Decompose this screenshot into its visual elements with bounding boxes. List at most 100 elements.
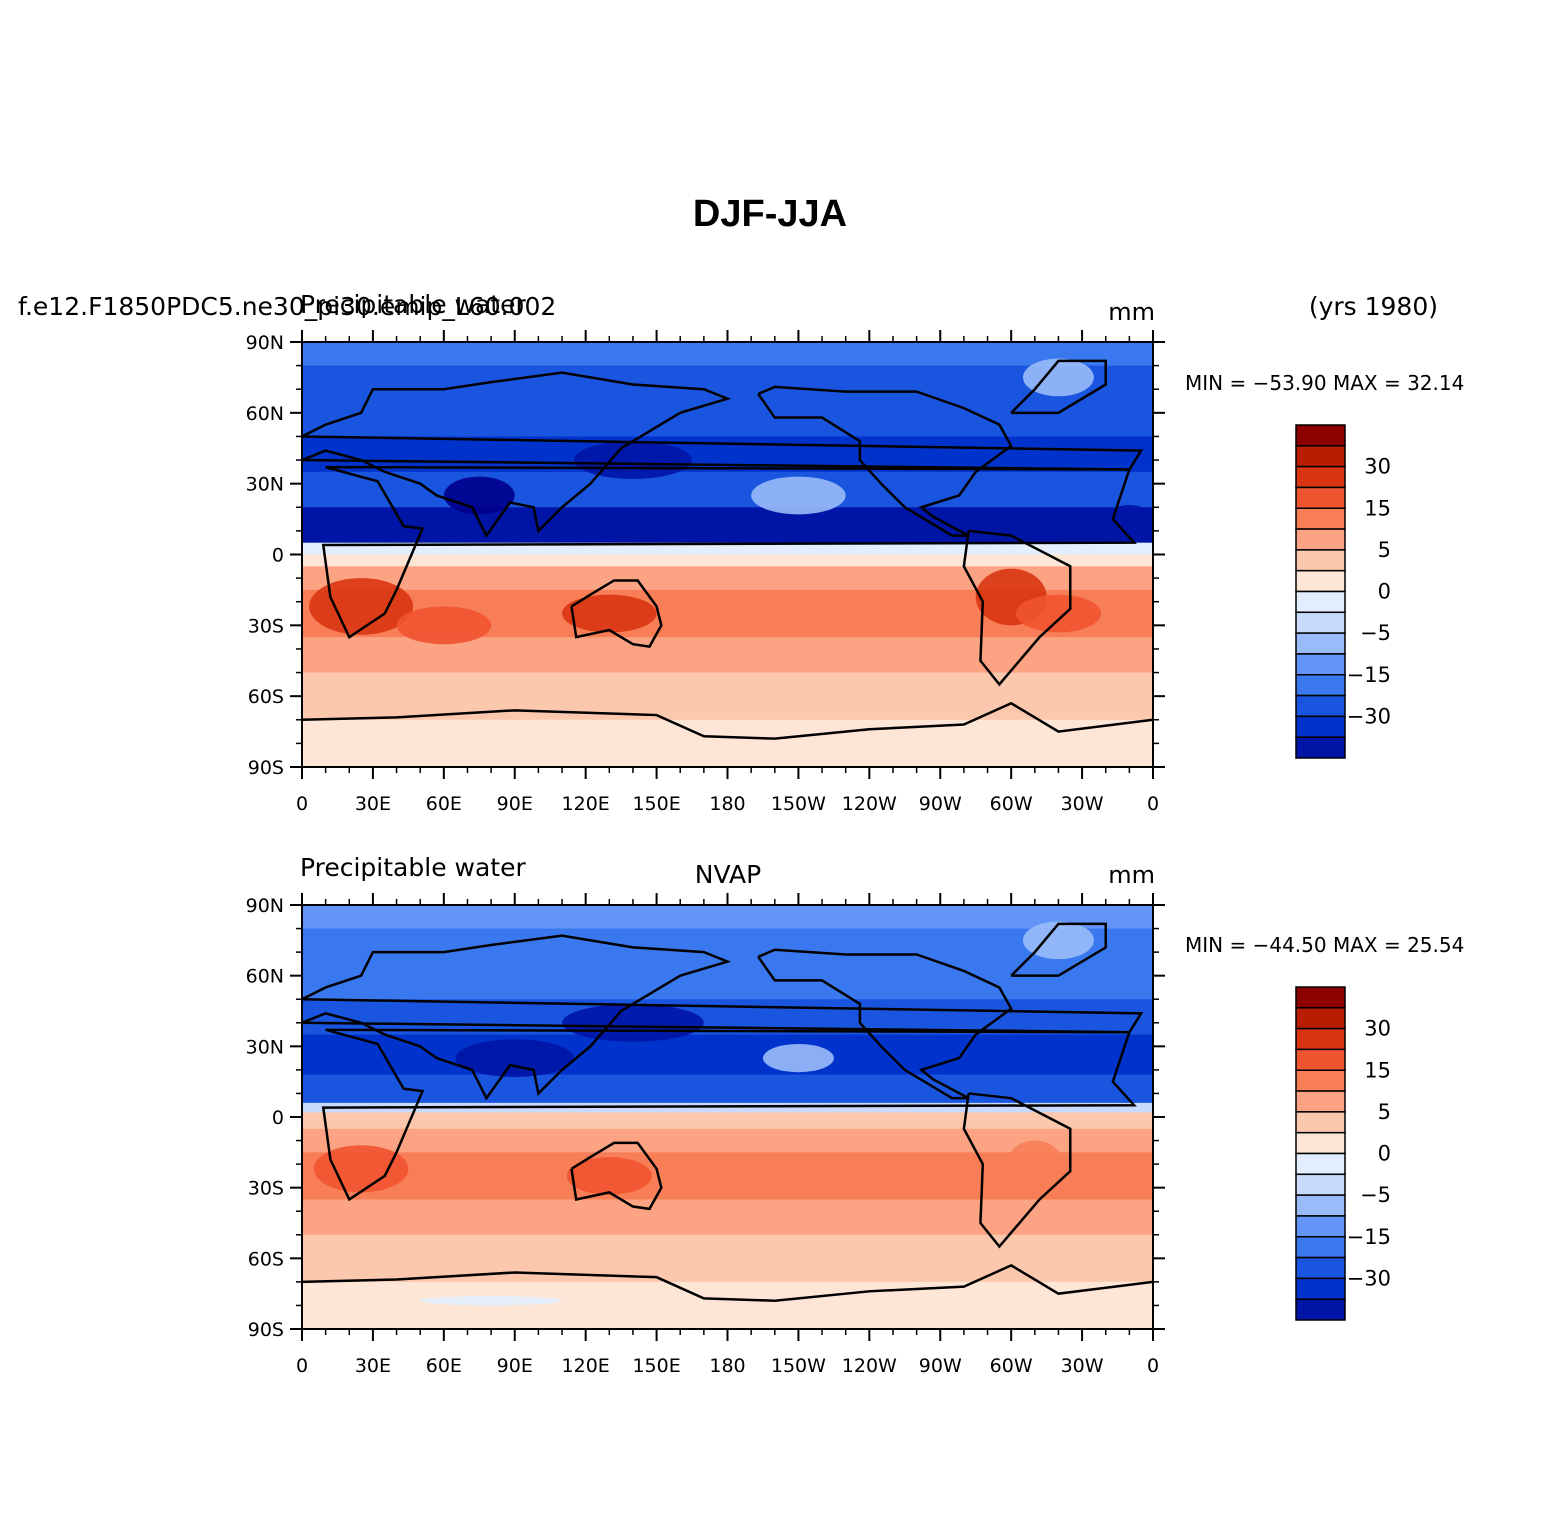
contour-band bbox=[302, 1074, 1153, 1104]
colorbar-box bbox=[1295, 590, 1346, 614]
contour-band bbox=[302, 507, 1153, 544]
lon-tick-label: 0 bbox=[296, 793, 308, 815]
lon-tick-label: 150W bbox=[771, 793, 826, 815]
colorbar-0: 30 15 5 0 −5 −15 −30 bbox=[1295, 424, 1391, 759]
colorbar-label: −30 bbox=[1347, 1266, 1391, 1290]
lon-tick-label: 150E bbox=[632, 1355, 680, 1377]
contour-band bbox=[302, 905, 1153, 930]
colorbar-label: −5 bbox=[1360, 1183, 1391, 1207]
coastline bbox=[1010, 922, 1107, 977]
colorbar-box bbox=[1295, 528, 1346, 551]
contour-band bbox=[302, 1234, 1153, 1283]
colorbar-box bbox=[1295, 1152, 1346, 1176]
contour-blob bbox=[562, 594, 657, 633]
colorbar-label: 5 bbox=[1378, 1100, 1391, 1124]
contour-band bbox=[302, 672, 1153, 721]
coastline bbox=[962, 1092, 1072, 1249]
lon-tick-label: 120W bbox=[842, 1355, 897, 1377]
colorbar-label: −15 bbox=[1347, 663, 1391, 687]
contour-blob bbox=[455, 1039, 574, 1077]
colorbar-label: −15 bbox=[1347, 1225, 1391, 1249]
lat-tick-label: 60S bbox=[248, 686, 284, 708]
contour-band bbox=[302, 365, 1153, 437]
contour-band bbox=[302, 1102, 1153, 1113]
panel-bottom-min-max: MIN = −44.50 MAX = 25.54 bbox=[1185, 933, 1464, 957]
colorbar-label: −5 bbox=[1360, 621, 1391, 645]
contour-band bbox=[302, 471, 1153, 508]
contour-band bbox=[302, 1128, 1153, 1153]
coastline bbox=[302, 701, 1153, 740]
coastline bbox=[1010, 359, 1107, 415]
contour-blob bbox=[680, 594, 870, 633]
lon-tick-label: 60E bbox=[426, 793, 462, 815]
coastline bbox=[570, 579, 663, 648]
colorbar-box bbox=[1295, 986, 1346, 1009]
colorbar-box bbox=[1295, 736, 1346, 759]
lat-tick-label: 60S bbox=[248, 1248, 284, 1270]
lon-tick-label: 120E bbox=[562, 1355, 610, 1377]
lon-tick-label: 60E bbox=[426, 1355, 462, 1377]
colorbar-box bbox=[1295, 1090, 1346, 1113]
contour-band bbox=[302, 1034, 1153, 1076]
contour-band bbox=[302, 1112, 1153, 1130]
contour-band bbox=[302, 928, 1153, 1000]
coastline bbox=[321, 1028, 1137, 1202]
lat-tick-label: 30N bbox=[246, 474, 284, 496]
contour-band bbox=[302, 1199, 1153, 1236]
colorbar-box bbox=[1295, 611, 1346, 634]
coastline bbox=[302, 934, 1144, 1101]
colorbar-label: 15 bbox=[1364, 496, 1391, 520]
lon-tick-label: 180 bbox=[709, 793, 745, 815]
lon-tick-label: 0 bbox=[1147, 793, 1159, 815]
lon-tick-label: 90W bbox=[919, 1355, 962, 1377]
colorbar-box bbox=[1295, 694, 1346, 718]
coastline bbox=[570, 1141, 663, 1211]
coastline bbox=[757, 385, 1013, 537]
colorbar-label: 0 bbox=[1378, 580, 1391, 604]
colorbar-box bbox=[1295, 1007, 1346, 1030]
contour-blob bbox=[420, 1296, 563, 1306]
lat-tick-label: 30N bbox=[246, 1036, 284, 1058]
contour-blob bbox=[1015, 594, 1101, 633]
lon-tick-label: 180 bbox=[709, 1355, 745, 1377]
contour-field bbox=[302, 905, 1153, 1329]
panel-bottom-left-label: Precipitable water bbox=[300, 853, 526, 882]
colorbar-box bbox=[1295, 674, 1346, 697]
contour-blob bbox=[1006, 1140, 1064, 1188]
contour-blob bbox=[751, 476, 846, 515]
lat-tick-label: 30S bbox=[248, 1178, 284, 1200]
colorbar-box bbox=[1295, 1256, 1346, 1280]
years-label: (yrs 1980) bbox=[1309, 292, 1438, 321]
colorbar-box bbox=[1295, 1131, 1346, 1155]
colorbar-box bbox=[1295, 1048, 1346, 1071]
colorbar-label: 15 bbox=[1364, 1058, 1391, 1082]
lat-tick-label: 60N bbox=[246, 403, 284, 425]
lon-tick-label: 90E bbox=[497, 793, 533, 815]
contour-band bbox=[302, 542, 1153, 555]
lon-tick-label: 60W bbox=[990, 793, 1033, 815]
lon-tick-label: 90W bbox=[919, 793, 962, 815]
colorbar-box bbox=[1295, 569, 1346, 593]
coastline bbox=[757, 948, 1013, 1100]
lat-tick-label: 90N bbox=[246, 895, 284, 917]
colorbar-box bbox=[1295, 1069, 1346, 1092]
lon-tick-label: 150W bbox=[771, 1355, 826, 1377]
colorbar-label: 30 bbox=[1364, 455, 1391, 479]
colorbar-box bbox=[1295, 465, 1346, 489]
colorbar-box bbox=[1295, 549, 1346, 572]
contour-band bbox=[302, 554, 1153, 567]
panel-top-min-max: MIN = −53.90 MAX = 32.14 bbox=[1185, 371, 1464, 395]
colorbar-box bbox=[1295, 1111, 1346, 1134]
lon-tick-label: 30E bbox=[355, 1355, 391, 1377]
colorbar-1: 30 15 5 0 −5 −15 −30 bbox=[1295, 986, 1391, 1321]
map-panel-1: 90N 60N 30N 0 30S 60S 90S 0 30E 60E 90E 120E 150E 180… bbox=[246, 893, 1165, 1377]
panel-bottom-center-label: NVAP bbox=[695, 860, 761, 889]
colorbar-label: 30 bbox=[1364, 1017, 1391, 1041]
panel-top: Precipitable water mm MIN = −53.90 MAX =… bbox=[300, 290, 1464, 395]
colorbar-box bbox=[1295, 1173, 1346, 1196]
colorbar-box bbox=[1295, 715, 1346, 738]
colorbar-label: 5 bbox=[1378, 538, 1391, 562]
lat-tick-label: 90N bbox=[246, 332, 284, 354]
coastline bbox=[302, 371, 1144, 539]
